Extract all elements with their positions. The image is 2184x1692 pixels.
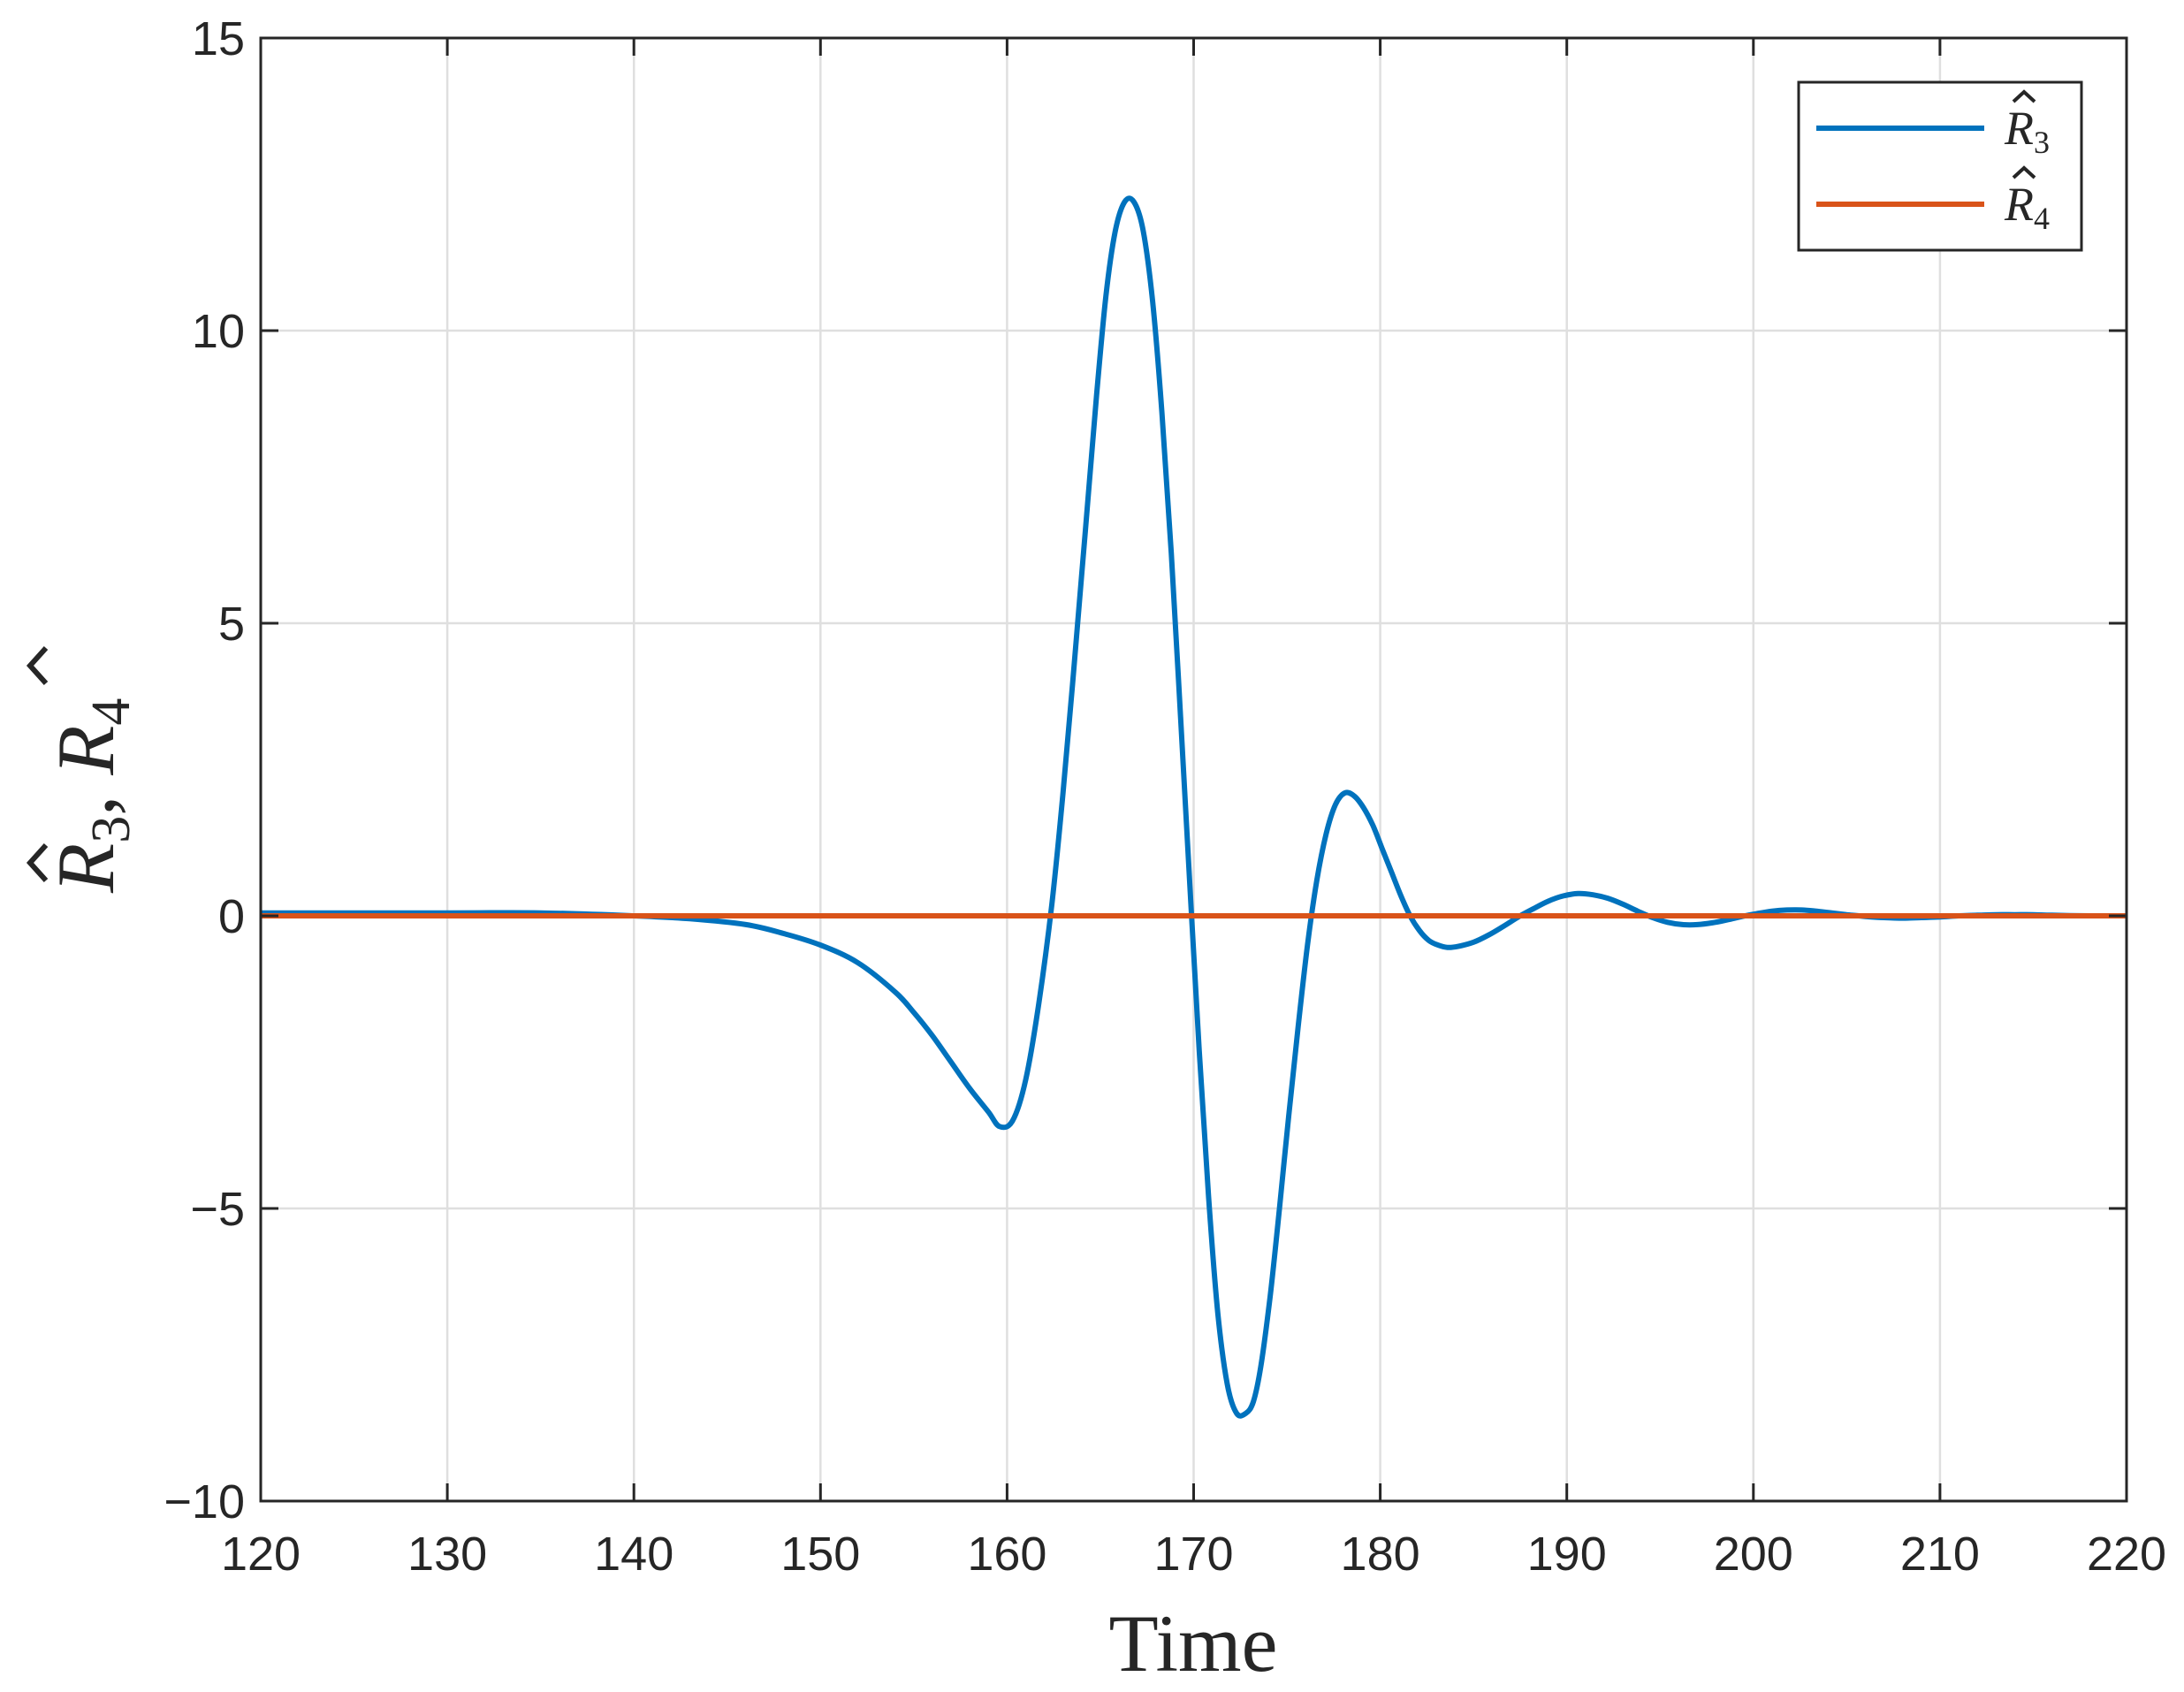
legend-box [1797,80,2083,252]
series-line-r3 [261,195,2127,1419]
y-tick-label: 15 [192,12,245,65]
x-tick-label: 200 [1714,1528,1793,1581]
x-tick-label: 150 [780,1528,860,1581]
y-axis-title-sub-2: 4 [81,698,141,726]
x-tick-label: 170 [1153,1528,1233,1581]
y-tick-label: 0 [218,890,245,943]
x-tick-label: 220 [2087,1528,2166,1581]
x-tick-label: 130 [407,1528,487,1581]
legend-label-r3: R3 [2004,102,2050,160]
y-axis-title-base-2: R [41,726,131,776]
x-tick-label: 160 [967,1528,1046,1581]
x-tick-label: 210 [1900,1528,1980,1581]
series-lines [261,195,2127,1419]
x-tick-labels: 120 130 140 150 160 170 180 190 200 210 220 [221,1528,2166,1581]
y-axis-title: R3, R4 [26,645,141,894]
y-axis-title-separator: , [41,775,131,816]
y-tick-labels: −10 −5 0 5 10 15 [164,12,245,1528]
legend-label-r4: R4 [2004,178,2050,236]
y-tick-label: −5 [190,1183,245,1236]
legend: R3 R4 [1797,80,2083,252]
x-axis-title: Time [1109,1598,1278,1688]
x-tick-label: 140 [594,1528,673,1581]
axis-ticks [259,36,2128,1503]
y-axis-title-hat-2 [26,645,49,686]
y-axis-title-hat-1 [26,842,49,883]
x-tick-label: 180 [1341,1528,1420,1581]
y-tick-label: 10 [192,305,245,358]
x-tick-label: 190 [1527,1528,1607,1581]
svg-text:R3, R4: R3, R4 [41,698,141,894]
y-tick-label: −10 [164,1475,245,1528]
y-axis-title-sub-1: 3 [81,816,141,843]
y-tick-label: 5 [218,598,245,651]
x-tick-label: 120 [221,1528,301,1581]
legend-hat-r4 [2012,165,2036,179]
legend-hat-r3 [2012,89,2036,103]
y-axis-title-base-1: R [41,843,131,894]
